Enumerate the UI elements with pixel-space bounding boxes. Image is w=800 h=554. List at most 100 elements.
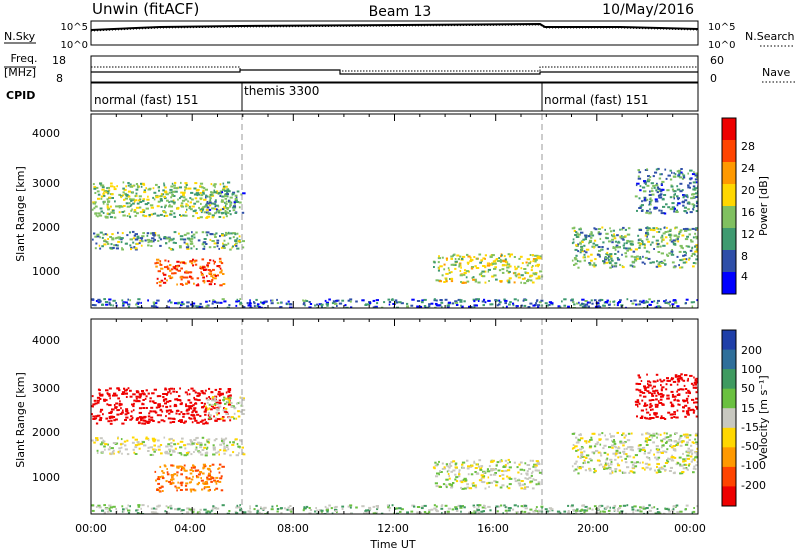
power-scatter-cell [674,190,677,193]
velocity-scatter-cell [153,402,157,404]
power-scatter-cell [653,248,655,250]
power-scatter-cell [651,261,655,264]
power-scatter-cell [276,302,280,305]
power-scatter-cell [498,303,501,306]
velocity-scatter-cell [141,417,144,420]
velocity-scatter-cell [206,448,208,451]
velocity-scatter-cell [163,436,166,439]
power-scatter-cell [187,271,191,274]
velocity-scatter-cell [125,392,128,395]
power-scatter-cell [285,302,288,305]
velocity-scatter-cell [692,467,696,470]
power-scatter-cell [682,176,686,179]
power-scatter-cell [434,302,438,305]
velocity-scatter-cell [696,434,698,437]
velocity-scatter-cell [174,447,177,450]
velocity-scatter-cell [536,461,540,464]
velocity-scatter-cell [504,465,508,468]
power-scatter-cell [204,188,208,191]
velocity-scatter-cell [109,422,113,425]
velocity-scatter-cell [588,457,592,460]
power-scatter-cell [445,257,448,260]
velocity-scatter-cell [203,405,206,408]
power-scatter-cell [168,205,171,208]
velocity-scatter-cell [680,373,683,376]
velocity-scatter-cell [607,462,609,465]
power-scatter-cell [213,242,217,245]
velocity-scatter-cell [695,377,698,380]
power-scatter-cell [663,259,666,262]
power-scatter-cell [154,262,157,265]
velocity-cbar-swatch [722,447,736,468]
velocity-scatter-cell [303,507,307,510]
velocity-scatter-cell [499,486,503,489]
power-scatter-cell [433,261,436,264]
power-scatter-cell [179,283,183,286]
velocity-scatter-cell [211,405,214,408]
power-scatter-cell [643,246,646,249]
power-scatter-cell [126,215,129,217]
velocity-scatter-cell [144,397,147,400]
power-scatter-cell [146,198,150,201]
power-scatter-cell [391,298,394,301]
power-scatter-cell [242,240,245,243]
velocity-scatter-cell [209,470,212,473]
velocity-scatter-cell [166,410,168,413]
power-scatter-cell [693,187,698,190]
power-scatter-cell [582,303,585,305]
velocity-scatter-cell [95,439,97,442]
power-scatter-cell [316,303,319,306]
power-scatter-cell [406,302,409,305]
velocity-scatter-cell [120,403,123,406]
power-scatter-cell [585,251,588,254]
velocity-scatter-cell [149,410,152,413]
power-scatter-cell [227,181,231,184]
power-scatter-cell [642,255,644,258]
power-scatter-cell [168,204,171,207]
power-scatter-cell [671,206,675,209]
power-scatter-cell [132,241,135,244]
power-scatter-cell [199,182,204,185]
velocity-scatter-cell [458,471,460,474]
velocity-scatter-cell [536,462,539,465]
power-scatter-cell [664,263,667,266]
power-scatter-cell [105,241,109,244]
power-scatter-cell [205,204,209,207]
power-scatter-cell [617,246,621,249]
velocity-scatter-cell [249,511,252,514]
velocity-scatter-cell [524,462,527,465]
velocity-scatter-cell [189,405,194,408]
power-scatter-cell [648,251,651,254]
power-scatter-cell [503,255,506,258]
power-scatter-cell [694,250,698,253]
power-scatter-cell [681,172,684,175]
power-scatter-cell [526,280,529,283]
power-scatter-cell [130,248,132,251]
power-scatter-cell [218,247,220,250]
velocity-scatter-cell [481,476,485,479]
power-scatter-cell [679,190,683,193]
power-scatter-cell [135,192,138,195]
velocity-scatter-cell [102,413,104,416]
velocity-ytick: 2000 [32,426,60,439]
velocity-scatter-cell [438,486,442,488]
velocity-scatter-cell [203,483,207,485]
velocity-scatter-cell [526,477,530,480]
velocity-scatter-cell [204,409,208,411]
velocity-scatter-cell [529,508,533,511]
power-scatter-cell [577,233,579,236]
velocity-scatter-cell [691,398,695,401]
velocity-scatter-cell [167,452,170,455]
velocity-scatter-cell [214,388,218,391]
velocity-scatter-cell [228,510,231,512]
power-scatter-cell [693,171,695,174]
power-scatter-cell [286,302,289,305]
velocity-scatter-cell [103,504,106,507]
velocity-scatter-cell [671,454,673,457]
velocity-scatter-cell [162,399,166,402]
power-scatter-cell [205,268,208,271]
velocity-scatter-cell [498,475,502,477]
velocity-cbar-swatch [722,427,736,448]
velocity-scatter-cell [179,482,183,485]
power-scatter-cell [174,181,177,184]
